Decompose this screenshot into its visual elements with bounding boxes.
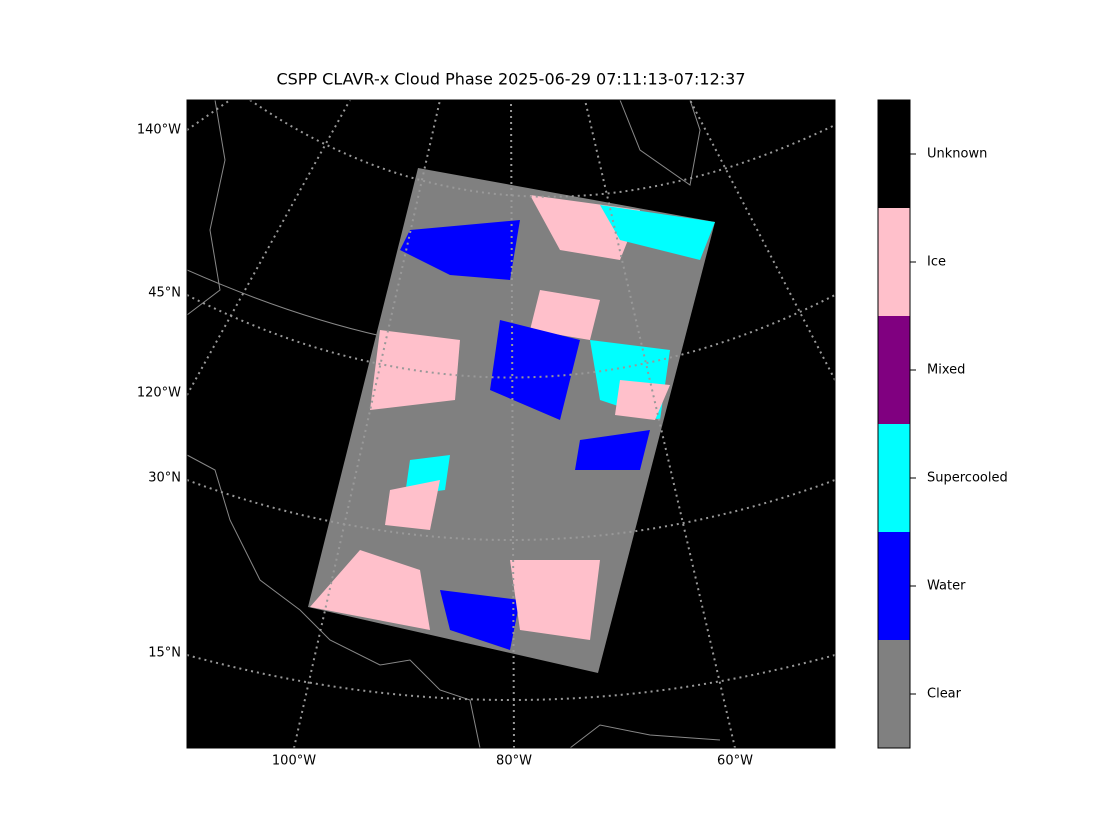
- colorbar-segment: [878, 316, 910, 424]
- lat-lon-label: 30°N: [148, 471, 181, 486]
- colorbar-label: Mixed: [927, 363, 965, 378]
- swath: [308, 168, 715, 673]
- colorbar-segment: [878, 100, 910, 208]
- lon-label: 60°W: [717, 754, 753, 769]
- graticule: [187, 100, 351, 396]
- colorbar-segment: [878, 640, 910, 748]
- colorbar-frame: [877, 99, 911, 749]
- colorbar: Clear Water Supercooled Mixed Ice Unknown: [878, 100, 1008, 748]
- map: [186, 99, 836, 749]
- lat-lon-label: 140°W: [137, 123, 181, 138]
- lat-lon-label: 120°W: [137, 386, 181, 401]
- map-frame: [186, 99, 836, 749]
- graticule: [510, 100, 515, 748]
- graticule: [187, 100, 231, 131]
- graticule: [187, 479, 835, 541]
- lat-lon-label: 45°N: [148, 286, 181, 301]
- colorbar-segment: [878, 424, 910, 532]
- graticule: [187, 294, 835, 379]
- graticule: [689, 100, 835, 381]
- graticule: [293, 100, 441, 748]
- colorbar-label: Supercooled: [927, 471, 1008, 486]
- lon-label: 100°W: [272, 754, 316, 769]
- coastline: [187, 100, 721, 748]
- colorbar-segment: [878, 208, 910, 316]
- colorbar-label: Clear: [927, 687, 962, 702]
- colorbar-label: Ice: [927, 255, 946, 270]
- colorbar-label: Water: [927, 579, 966, 594]
- lon-label: 80°W: [496, 754, 532, 769]
- colorbar-label: Unknown: [927, 147, 987, 162]
- lat-lon-label: 15°N: [148, 646, 181, 661]
- colorbar-segment: [878, 532, 910, 640]
- title: CSPP CLAVR-x Cloud Phase 2025-06-29 07:1…: [276, 70, 745, 89]
